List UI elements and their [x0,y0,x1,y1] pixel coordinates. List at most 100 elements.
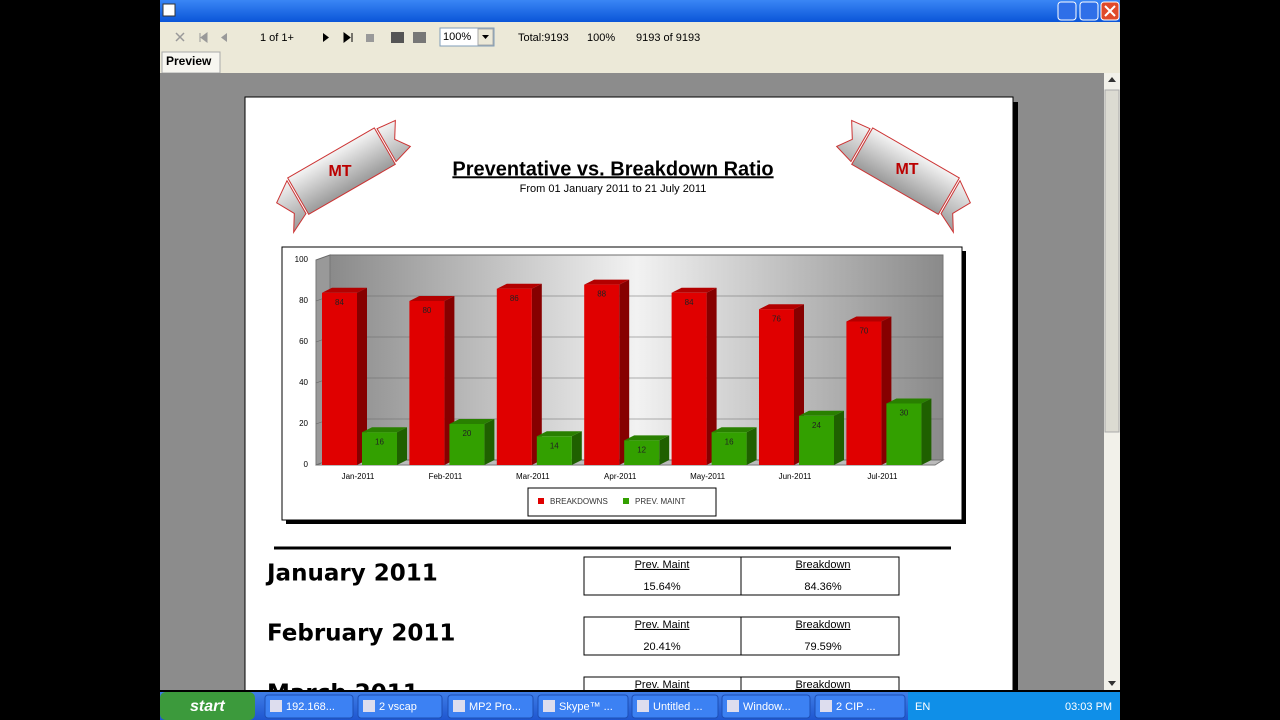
month-summaries: January 2011 Prev. Maint Breakdown 15.64% 84… [265,556,900,707]
task-buttons: 192.168... 2 vscap MP2 Pro... Skype™ ... Unt… [264,694,906,719]
y-tick-label: 0 [304,460,309,469]
bar-top [362,427,407,433]
value-label: 16 [375,437,384,446]
total-records: Total:9193 [518,32,569,44]
x-tick-label: Jan-2011 [342,472,375,481]
chart: 0 20 40 60 80 100 Jan-2011 Feb-2011 Mar-2011 Apr-… [295,254,945,517]
task-icon [543,700,555,712]
y-tick-label: 100 [295,255,309,264]
column-value: 79.59% [804,641,842,653]
task-button[interactable] [537,694,629,719]
value-label: 30 [899,409,908,418]
bar-top [409,296,455,301]
zoom-value: 100% [443,31,471,43]
column-header: Breakdown [795,619,850,631]
toolbar [160,22,1120,52]
next-page-button[interactable] [323,33,329,42]
task-icon [820,700,832,712]
minimize-button[interactable] [1057,1,1077,21]
page-indicator: 1 of 1+ [260,32,294,44]
start-label: start [190,698,225,715]
legend-label: PREV. MAINT [635,497,685,506]
bar-front [449,424,485,465]
task-button[interactable] [447,694,534,719]
month-title: March 2011 [267,681,419,707]
bar [759,304,804,465]
prev-page-button[interactable] [221,33,227,42]
bar [362,427,407,465]
report-view: MT MT Preventative vs. Breakdown Ratio F… [244,96,1018,707]
task-label: 2 CIP ... [836,701,876,713]
bar-front [799,415,834,465]
bar [449,419,495,465]
language: EN [915,701,930,713]
bar-top [799,410,844,416]
bar-front [886,403,922,465]
value-label: 88 [597,290,606,299]
value-label: 24 [812,421,821,430]
task-button[interactable] [721,694,811,719]
x-tick-label: Mar-2011 [516,472,550,481]
task-button[interactable] [631,694,719,719]
value-label: 14 [550,441,559,450]
bar-top [536,431,582,437]
task-button[interactable] [264,694,354,719]
system-tray [908,692,1120,720]
bar-top [671,287,717,293]
report-subtitle: From 01 January 2011 to 21 July 2011 [520,183,707,195]
y-tick-label: 60 [299,337,308,346]
task-label: Window... [743,701,791,713]
bar-front [671,292,707,465]
task-label: Untitled ... [653,701,703,713]
column-header: Breakdown [795,679,850,691]
maximize-button[interactable] [1079,1,1099,21]
task-icon [727,700,739,712]
bar-side [659,435,670,465]
legend-swatch [623,498,629,504]
print-button[interactable] [391,32,404,43]
column-header: Prev. Maint [635,679,690,691]
bar-front [846,321,882,465]
bar [409,296,455,465]
stop-button[interactable] [175,32,185,42]
bar [671,287,717,465]
task-button[interactable] [357,694,443,719]
bar-side [921,398,932,465]
bar-top [711,427,757,433]
x-tick-label: Feb-2011 [429,472,463,481]
clock: 03:03 PM [1065,701,1112,713]
start-button[interactable] [160,692,255,720]
bar-front [711,432,747,465]
legend-label: BREAKDOWNS [550,497,608,506]
task-label: 2 vscap [379,701,417,713]
bar-side [746,427,757,465]
report-title: Preventative vs. Breakdown Ratio [452,158,773,180]
logo-text: MT [895,161,918,178]
tab-strip [160,52,1120,73]
bar [799,410,844,465]
stop-button[interactable] [366,34,374,42]
first-page-button[interactable] [199,32,208,43]
bar-side [571,431,582,465]
x-tick-label: Jun-2011 [779,472,812,481]
task-icon [637,700,649,712]
column-value: 15.64% [643,581,681,593]
task-button[interactable] [814,694,906,719]
bar-top [496,283,542,289]
value-label: 76 [772,314,781,323]
logo-left [276,119,412,235]
column-header: Breakdown [795,559,850,571]
title-bar [160,0,1120,22]
ribbon [851,127,960,216]
scroll-thumb[interactable] [1104,89,1120,433]
bar [624,435,670,465]
value-label: 80 [422,306,431,315]
export-button[interactable] [413,32,426,43]
value-label: 20 [462,429,471,438]
column-value: 20.41% [643,641,681,653]
last-page-button[interactable] [343,32,353,43]
bar-front [624,440,660,465]
bar-side [619,279,630,465]
bar-top [584,279,630,285]
value-label: 84 [335,298,344,307]
